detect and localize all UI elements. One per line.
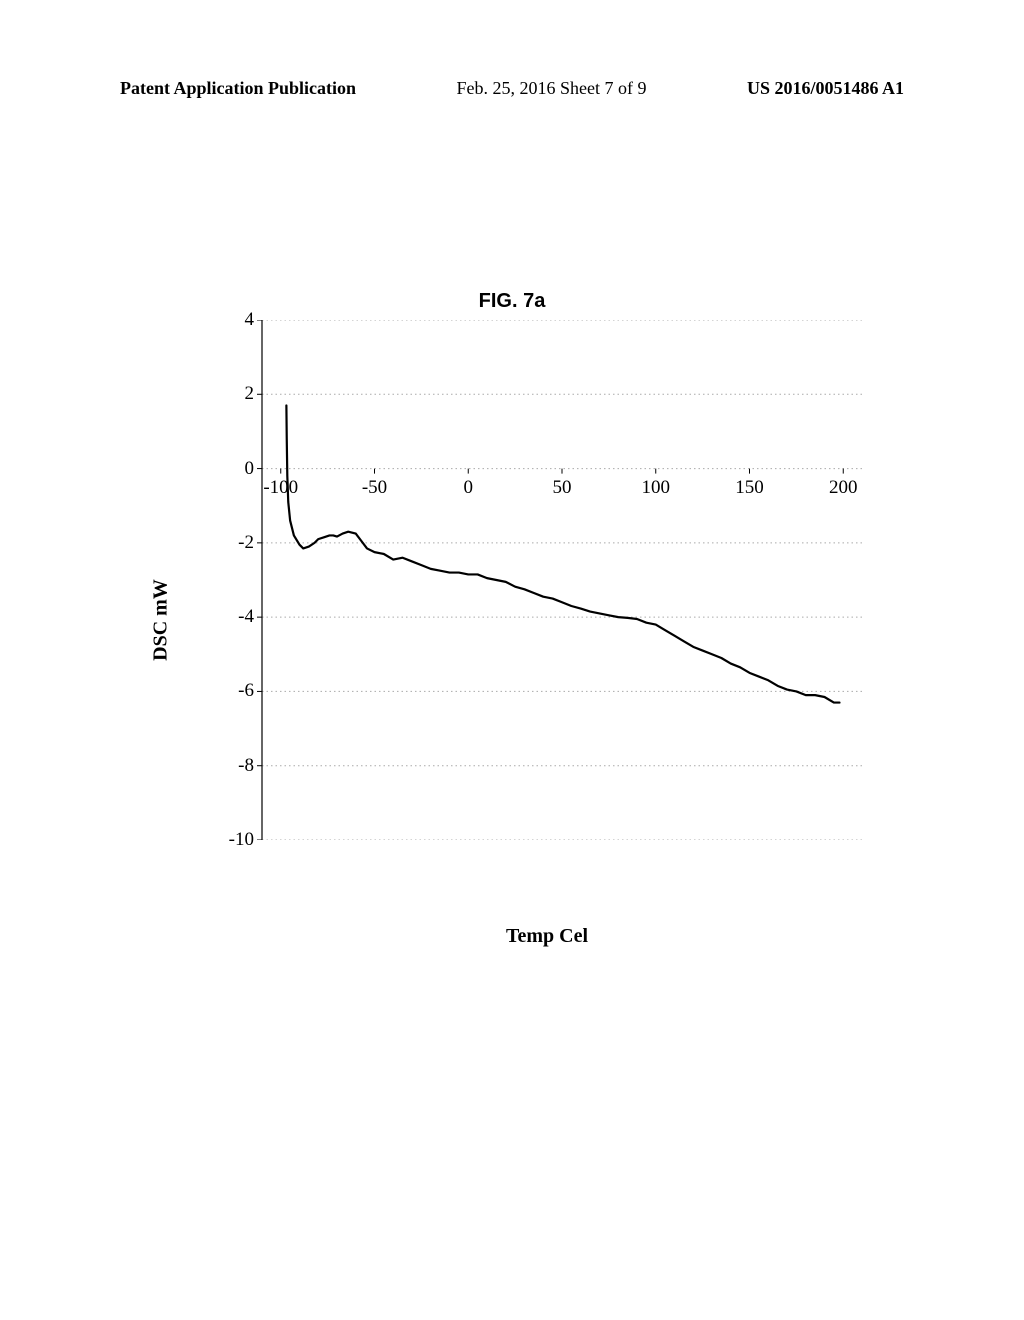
x-tick-label: 150 (735, 477, 764, 499)
page-header: Patent Application Publication Feb. 25, … (0, 78, 1024, 99)
x-tick-label: 100 (642, 477, 671, 499)
x-tick-label: 50 (553, 477, 572, 499)
y-tick-label: 4 (245, 309, 255, 331)
y-tick-label: -4 (238, 606, 254, 628)
figure-title: FIG. 7a (479, 290, 546, 313)
header-right: US 2016/0051486 A1 (747, 78, 904, 99)
y-axis-label: DSC mW (149, 579, 172, 661)
y-tick-label: -6 (238, 680, 254, 702)
x-tick-label: 200 (829, 477, 858, 499)
y-tick-label: 0 (245, 458, 255, 480)
y-tick-label: -10 (229, 829, 254, 851)
header-left: Patent Application Publication (120, 78, 356, 99)
header-middle: Feb. 25, 2016 Sheet 7 of 9 (457, 78, 647, 99)
chart-svg (162, 320, 862, 840)
x-tick-label: -50 (362, 477, 387, 499)
y-tick-label: -8 (238, 755, 254, 777)
y-tick-label: -2 (238, 532, 254, 554)
dsc-chart: FIG. 7a DSC mW Temp Cel -10-8-6-4-2024-1… (162, 320, 862, 920)
y-tick-label: 2 (245, 383, 255, 405)
x-tick-label: 0 (464, 477, 474, 499)
x-axis-label: Temp Cel (506, 925, 588, 948)
x-tick-label: -100 (263, 477, 298, 499)
